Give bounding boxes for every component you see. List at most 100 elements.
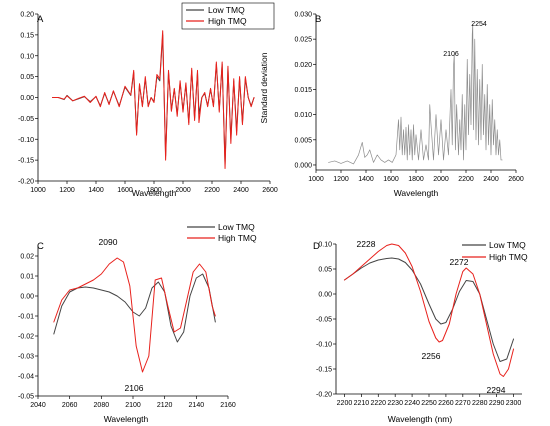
panel-b-ytick-label: 0.030 [294, 12, 312, 19]
panel-c-ytick-label: 0.02 [20, 254, 34, 261]
panel-a-ytick-label: -0.20 [18, 179, 34, 186]
panel-a-xlabel: Wavelength [132, 188, 177, 198]
panel-c-legend-high: High TMQ [218, 233, 257, 243]
panel-d-letter: D [313, 241, 320, 252]
panel-a-legend-low: Low TMQ [208, 5, 245, 15]
panel-a-legend-box [181, 2, 275, 30]
panel-c-xtick-label: 2160 [220, 402, 236, 409]
panel-a-xtick-label: 1800 [146, 187, 162, 194]
panel-a-series-low-tmq [52, 34, 255, 165]
panel-a-xtick-label: 1400 [88, 187, 104, 194]
panel-c-xtick-label: 2040 [30, 402, 46, 409]
panel-b-ytick-label: 0.015 [294, 87, 312, 94]
panel-c-plot: 2040 2060 2080 2100 2120 2140 2160 -0.05 -0.04 -0… [18, 246, 236, 409]
panel-d-annot-2256: 2256 [422, 351, 441, 361]
panel-b-annot-2254: 2254 [471, 21, 487, 28]
panel-a-xtick-label: 1600 [117, 187, 133, 194]
panel-c-series-low-tmq [53, 273, 216, 343]
panel-c-annot-2090: 2090 [99, 237, 118, 247]
panel-c-ytick-label: -0.03 [18, 354, 34, 361]
panel-d-xlabel: Wavelength (nm) [388, 414, 453, 424]
panel-b-ytick-label: 0.010 [294, 112, 312, 119]
panel-a-ytick-label: 0.15 [20, 32, 34, 39]
panel-c-legend: Low TMQ High TMQ [187, 222, 257, 243]
panel-d-plot: 2200 2210 2220 2230 2240 2250 2260 2270 2280 2290… [316, 242, 522, 407]
panel-d-annot-2228: 2228 [357, 239, 376, 249]
panel-b-letter: B [315, 14, 321, 25]
panel-b-ytick-label: 0.020 [294, 62, 312, 69]
panel-c: 2040 2060 2080 2100 2120 2140 2160 -0.05 -0.04 -0… [18, 222, 257, 424]
panel-a-legend: Low TMQ High TMQ [181, 2, 275, 30]
panel-d-xtick-label: 2300 [506, 400, 522, 407]
panel-a-ytick-label: 0.00 [20, 95, 34, 102]
panel-a-legend-high: High TMQ [208, 16, 247, 26]
panel-a-ytick-label: -0.15 [18, 158, 34, 165]
panel-c-ytick-label: 0.01 [20, 274, 34, 281]
panel-c-ytick-label: -0.01 [18, 314, 34, 321]
panel-d-ytick-label: -0.15 [316, 367, 332, 374]
panel-b-xtick-label: 2600 [508, 176, 524, 183]
panel-c-xtick-label: 2120 [157, 402, 173, 409]
panel-d-xtick-label: 2230 [387, 400, 403, 407]
panel-b-xtick-label: 1000 [308, 176, 324, 183]
panel-d-xtick-label: 2200 [337, 400, 353, 407]
panel-c-xtick-label: 2060 [62, 402, 78, 409]
panel-a-series-high-tmq [52, 30, 255, 169]
panel-d-annot-2294: 2294 [487, 385, 506, 395]
panel-a-xtick-label: 2400 [233, 187, 249, 194]
panel-a-ytick-label: -0.05 [18, 116, 34, 123]
panel-a-ytick-label: 0.10 [20, 53, 34, 60]
panel-c-ytick-label: 0.00 [20, 294, 34, 301]
panel-d-xtick-label: 2260 [438, 400, 454, 407]
panel-c-xtick-label: 2080 [94, 402, 110, 409]
panel-a-plot: 1000 1200 1400 1600 1800 2000 2200 2400 2600 -0.2… [18, 12, 278, 195]
panel-b-xtick-label: 2400 [483, 176, 499, 183]
panel-d-xtick-label: 2220 [370, 400, 386, 407]
panel-d-annot-2272: 2272 [450, 257, 469, 267]
panel-d-legend-low: Low TMQ [489, 240, 526, 250]
panel-c-letter: C [37, 241, 44, 252]
panel-b-xtick-label: 1600 [383, 176, 399, 183]
panel-a-xtick-label: 1200 [59, 187, 75, 194]
panel-c-xtick-label: 2100 [125, 402, 141, 409]
panel-a-xtick-label: 2000 [175, 187, 191, 194]
panel-a-xtick-label: 2200 [204, 187, 220, 194]
panel-d-ytick-label: 0.10 [318, 242, 332, 249]
panel-d-xtick-label: 2270 [455, 400, 471, 407]
panel-d-xtick-label: 2290 [489, 400, 505, 407]
panel-b-ytick-label: 0.025 [294, 37, 312, 44]
panel-d-xtick-label: 2240 [404, 400, 420, 407]
panel-b-xtick-label: 2000 [433, 176, 449, 183]
panel-b-xtick-label: 2200 [458, 176, 474, 183]
panel-d-xtick-label: 2250 [421, 400, 437, 407]
panel-d-xtick-label: 2280 [472, 400, 488, 407]
panel-b-xlabel: Wavelength [394, 188, 439, 198]
panel-a-ytick-label: 0.20 [20, 12, 34, 19]
panel-a: 1000 1200 1400 1600 1800 2000 2200 2400 2600 -0.2… [18, 2, 278, 198]
panel-a-ytick-label: 0.05 [20, 74, 34, 81]
panel-d-ytick-label: -0.20 [316, 392, 332, 399]
panel-c-xlabel: Wavelength [104, 414, 149, 424]
panel-c-ytick-label: -0.02 [18, 334, 34, 341]
panel-d-legend-high: High TMQ [489, 252, 528, 262]
panel-b-ylabel: Standard deviation [259, 52, 269, 123]
panel-d-series-low-tmq [343, 257, 515, 362]
panel-d-ytick-label: 0.00 [318, 292, 332, 299]
panel-b-ytick-label: 0.000 [294, 162, 312, 169]
panel-d-xtick-label: 2210 [354, 400, 370, 407]
panel-b-xtick-label: 1200 [333, 176, 349, 183]
panel-d: 2200 2210 2220 2230 2240 2250 2260 2270 2280 2290… [313, 239, 528, 424]
panel-a-xtick-label: 2600 [262, 187, 278, 194]
panel-d-ytick-label: -0.05 [316, 317, 332, 324]
panel-a-ytick-label: -0.10 [18, 137, 34, 144]
panel-b-xtick-label: 1400 [358, 176, 374, 183]
panel-d-series-high-tmq [343, 243, 515, 377]
panel-b-plot: 1000 1200 1400 1600 1800 2000 2200 2400 2600 0.00… [294, 12, 523, 184]
panel-a-xtick-label: 1000 [30, 187, 46, 194]
panel-c-series-high-tmq [53, 257, 216, 373]
panel-c-annot-2106: 2106 [125, 383, 144, 393]
panel-b-ytick-label: 0.005 [294, 137, 312, 144]
panel-c-xtick-label: 2140 [189, 402, 205, 409]
panel-b-xtick-label: 1800 [408, 176, 424, 183]
